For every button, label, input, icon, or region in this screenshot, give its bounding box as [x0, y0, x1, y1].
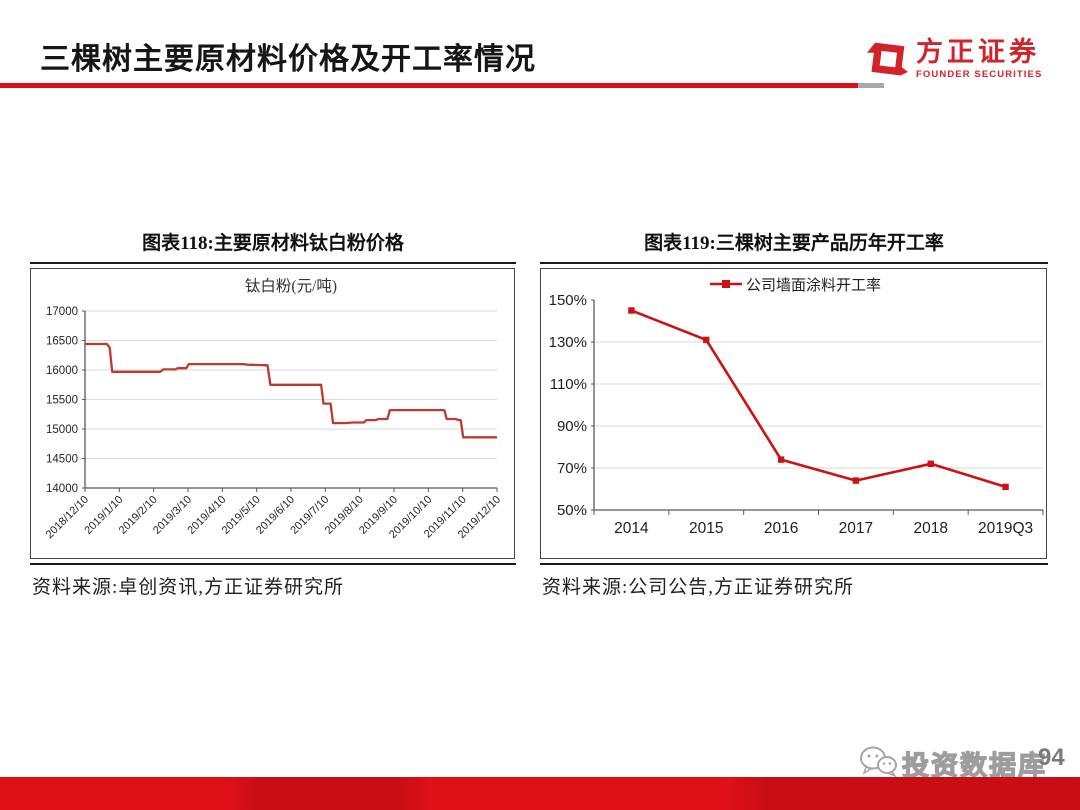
svg-text:14000: 14000 [46, 483, 78, 495]
titanium-price-chart: 钛白粉(元/吨) 14000 14500 15000 15500 16000 16500 17… [30, 268, 515, 559]
title-underline-tip [858, 83, 884, 88]
figure-118: 图表118:主要原材料钛白粉价格 钛白粉(元/吨) 14000 14500 15000… [30, 228, 516, 598]
wechat-icon [858, 744, 898, 783]
svg-text:16000: 16000 [46, 365, 78, 377]
svg-text:16500: 16500 [46, 336, 78, 348]
watermark-text: 投资数据库 [901, 750, 1047, 781]
founder-securities-logo: 方正证券 FOUNDER SECURITIES [866, 38, 1042, 87]
page-title: 三棵树主要原材料价格及开工率情况 [40, 43, 536, 76]
footer-red-band [0, 777, 1080, 810]
svg-text:2014: 2014 [614, 520, 649, 537]
svg-text:110%: 110% [550, 376, 587, 393]
title-underline [0, 83, 858, 88]
svg-text:15500: 15500 [46, 395, 78, 407]
svg-text:17000: 17000 [46, 306, 78, 318]
svg-text:90%: 90% [557, 418, 587, 435]
figure-118-bottom-rule [30, 563, 516, 565]
svg-text:150%: 150% [549, 292, 587, 309]
figure-119-caption: 图表119:三棵树主要产品历年开工率 [644, 233, 944, 254]
logo-cn-text: 方正证券 [916, 37, 1040, 67]
logo-en-text: FOUNDER SECURITIES [916, 69, 1043, 81]
svg-text:130%: 130% [549, 334, 587, 351]
svg-text:50%: 50% [557, 502, 587, 519]
svg-text:2016: 2016 [764, 520, 798, 537]
svg-text:钛白粉(元/吨): 钛白粉(元/吨) [245, 277, 337, 295]
figure-119: 图表119:三棵树主要产品历年开工率 公司墙面涂料开工率 150% 130% 110%… [540, 228, 1048, 598]
figure-119-source: 资料来源:公司公告,方正证券研究所 [542, 577, 855, 598]
figure-118-caption: 图表118:主要原材料钛白粉价格 [142, 233, 404, 254]
svg-text:15000: 15000 [46, 424, 78, 436]
founder-logo-icon [866, 38, 908, 87]
figure-118-source: 资料来源:卓创资讯,方正证券研究所 [32, 577, 345, 598]
svg-text:公司墙面涂料开工率: 公司墙面涂料开工率 [746, 277, 881, 294]
figure-118-caption-rule [30, 262, 516, 264]
operating-rate-chart: 公司墙面涂料开工率 150% 130% 110% 90% 70% 50% 2014 2015 20… [540, 268, 1047, 559]
figure-119-caption-rule [540, 262, 1048, 264]
svg-text:2018/12/10: 2018/12/10 [44, 494, 91, 541]
svg-text:2017: 2017 [839, 520, 873, 537]
svg-text:2015: 2015 [689, 520, 723, 537]
svg-text:2019Q3: 2019Q3 [978, 520, 1033, 537]
svg-text:14500: 14500 [46, 454, 78, 466]
page-number: 94 [1038, 744, 1065, 771]
watermark: 投资数据库 [858, 744, 1047, 783]
svg-text:70%: 70% [557, 460, 587, 477]
svg-text:2018: 2018 [914, 520, 948, 537]
figure-119-bottom-rule [540, 563, 1048, 565]
